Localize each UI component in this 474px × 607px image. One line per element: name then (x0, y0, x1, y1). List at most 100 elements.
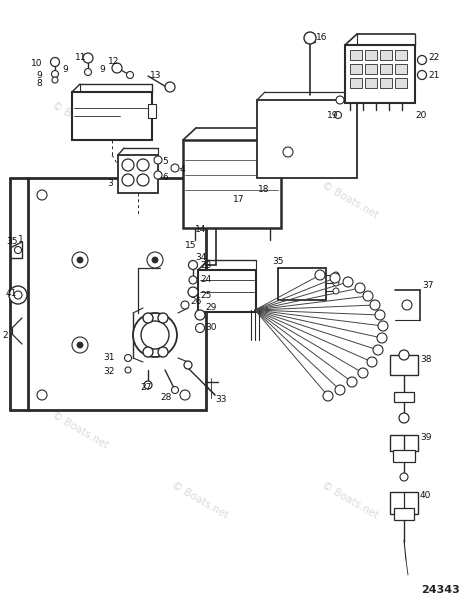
Text: 20: 20 (415, 110, 427, 120)
Circle shape (400, 473, 408, 481)
Text: 1: 1 (18, 236, 24, 245)
Circle shape (189, 260, 198, 270)
Bar (257, 100, 357, 178)
Text: 5: 5 (162, 157, 168, 166)
Text: 37: 37 (422, 280, 434, 290)
Circle shape (370, 300, 380, 310)
Circle shape (52, 77, 58, 83)
Text: 23: 23 (200, 260, 211, 270)
Bar (394, 508, 414, 520)
Circle shape (343, 277, 353, 287)
Text: 38: 38 (420, 356, 431, 364)
Circle shape (152, 342, 158, 348)
Circle shape (154, 171, 162, 179)
Bar (118, 155, 158, 193)
Text: © Boats.net: © Boats.net (320, 480, 380, 520)
Text: 2: 2 (2, 330, 8, 339)
Circle shape (158, 313, 168, 323)
Circle shape (152, 257, 158, 263)
Text: 10: 10 (30, 59, 42, 69)
Circle shape (373, 345, 383, 355)
Text: 9: 9 (36, 72, 42, 81)
Text: 31: 31 (103, 353, 115, 362)
Text: 12: 12 (108, 58, 119, 67)
Bar (350, 78, 362, 88)
Bar (350, 50, 362, 60)
Circle shape (72, 337, 88, 353)
Bar (380, 50, 392, 60)
Text: 13: 13 (150, 70, 162, 80)
Circle shape (375, 310, 385, 320)
Circle shape (147, 252, 163, 268)
Circle shape (333, 280, 339, 286)
Bar (365, 50, 377, 60)
Text: 35: 35 (272, 257, 283, 266)
Text: 15: 15 (185, 240, 197, 249)
Circle shape (315, 270, 325, 280)
Text: 9: 9 (99, 66, 105, 75)
Circle shape (154, 156, 162, 164)
Text: 27: 27 (140, 384, 151, 393)
Text: 24: 24 (200, 276, 211, 285)
Bar (390, 355, 418, 375)
Circle shape (363, 291, 373, 301)
Circle shape (137, 174, 149, 186)
Bar (393, 450, 415, 462)
Circle shape (347, 377, 357, 387)
Text: 33: 33 (215, 396, 227, 404)
Text: 24343: 24343 (421, 585, 460, 595)
Circle shape (304, 32, 316, 44)
Circle shape (37, 390, 47, 400)
Text: © Boats.net: © Boats.net (50, 410, 110, 450)
Circle shape (378, 321, 388, 331)
Circle shape (335, 112, 341, 118)
Circle shape (37, 190, 47, 200)
Text: 21: 21 (428, 70, 439, 80)
Circle shape (189, 276, 197, 284)
Text: 30: 30 (205, 324, 217, 333)
Circle shape (399, 350, 409, 360)
Circle shape (171, 164, 179, 172)
Text: 16: 16 (316, 33, 328, 42)
Text: 35: 35 (6, 237, 18, 246)
Circle shape (125, 367, 131, 373)
Circle shape (336, 96, 344, 104)
Circle shape (122, 159, 134, 171)
Circle shape (77, 342, 83, 348)
Bar (380, 78, 392, 88)
Circle shape (323, 391, 333, 401)
Bar (183, 140, 281, 228)
Circle shape (184, 361, 192, 369)
Circle shape (52, 70, 58, 78)
Text: 40: 40 (420, 490, 431, 500)
Bar (278, 268, 326, 300)
Bar (365, 78, 377, 88)
Circle shape (333, 288, 339, 294)
Bar (345, 45, 415, 103)
Text: © Boats.net: © Boats.net (320, 180, 380, 220)
Circle shape (137, 159, 149, 171)
Circle shape (335, 385, 345, 395)
Bar (390, 492, 418, 514)
Circle shape (358, 368, 368, 378)
Circle shape (77, 257, 83, 263)
Circle shape (172, 387, 179, 393)
Text: 17: 17 (233, 195, 244, 205)
Circle shape (127, 72, 134, 78)
Bar (395, 50, 407, 60)
Text: 26: 26 (190, 297, 201, 307)
Circle shape (188, 287, 198, 297)
Text: 14: 14 (195, 225, 206, 234)
Circle shape (143, 347, 153, 357)
Circle shape (144, 381, 152, 389)
Circle shape (418, 70, 427, 80)
Text: 22: 22 (428, 53, 439, 63)
Text: 6: 6 (162, 174, 168, 183)
Circle shape (330, 273, 340, 283)
Circle shape (355, 283, 365, 293)
Circle shape (125, 354, 131, 362)
Circle shape (72, 252, 88, 268)
Text: 32: 32 (104, 367, 115, 376)
Text: 25: 25 (200, 291, 211, 299)
Text: 34: 34 (195, 254, 206, 262)
